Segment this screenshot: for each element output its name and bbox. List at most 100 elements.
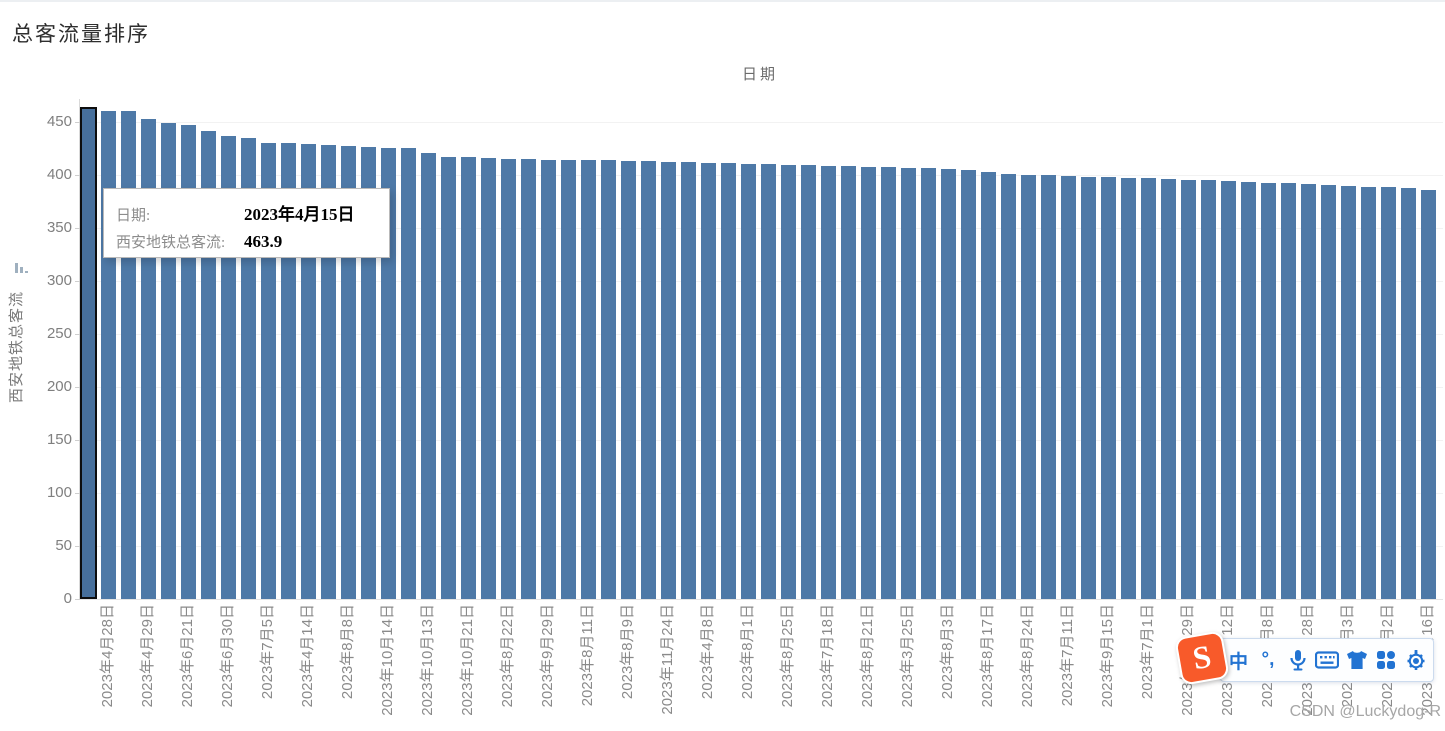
bar[interactable]: [340, 145, 356, 599]
bar[interactable]: [1080, 176, 1096, 599]
page-title: 总客流量排序: [12, 22, 150, 46]
punctuation-icon[interactable]: °,: [1261, 649, 1275, 670]
bar[interactable]: [620, 160, 636, 599]
bar[interactable]: [1180, 179, 1196, 599]
x-tick-label: 2023年7月11日: [1059, 604, 1076, 707]
bar[interactable]: [540, 159, 556, 599]
watermark-text: CSDN @Luckydog-R: [1289, 703, 1441, 720]
settings-icon[interactable]: [1404, 648, 1428, 672]
y-tick-label: 300: [46, 272, 72, 289]
bar[interactable]: [800, 165, 816, 599]
bar[interactable]: [960, 169, 976, 599]
y-tick-label: 150: [46, 431, 72, 448]
voice-input-icon[interactable]: [1286, 648, 1310, 672]
bar[interactable]: [1240, 181, 1256, 599]
bar[interactable]: [520, 159, 536, 599]
bar[interactable]: [1120, 177, 1136, 599]
x-axis-field-label[interactable]: 日期: [741, 67, 778, 83]
bar[interactable]: [1220, 181, 1236, 599]
bar[interactable]: [1400, 188, 1416, 599]
bar[interactable]: [1100, 177, 1116, 599]
y-tick-label: 450: [46, 113, 72, 130]
x-tick-label: 2023年9月15日: [1099, 604, 1116, 708]
y-axis-field-label[interactable]: 西安地铁总客流: [9, 291, 25, 404]
bar[interactable]: [600, 160, 616, 599]
bar[interactable]: [380, 148, 396, 599]
bar[interactable]: [640, 161, 656, 599]
bar[interactable]: [700, 162, 716, 599]
bar[interactable]: [1160, 179, 1176, 599]
bar[interactable]: [460, 156, 476, 599]
y-tick-mark: [75, 546, 80, 547]
chinese-mode-icon[interactable]: 中: [1228, 651, 1248, 673]
bar[interactable]: [920, 168, 936, 599]
x-tick-label: 2023年10月13日: [419, 604, 436, 716]
bar[interactable]: [580, 160, 596, 599]
keyboard-icon[interactable]: [1315, 648, 1339, 672]
sogou-logo-icon[interactable]: S: [1174, 630, 1230, 686]
bar[interactable]: [1280, 183, 1296, 599]
bar[interactable]: [100, 110, 116, 599]
ime-toolbar: 中 °,: [1174, 630, 1438, 688]
tooltip-date-value: 2023年4月15日: [244, 205, 355, 224]
bar[interactable]: [1320, 184, 1336, 599]
bar[interactable]: [980, 171, 996, 599]
bar[interactable]: [1340, 185, 1356, 599]
bar-selected[interactable]: [79, 107, 97, 599]
bar[interactable]: [660, 161, 676, 599]
toolbox-icon[interactable]: [1374, 648, 1398, 672]
bar[interactable]: [1140, 178, 1156, 599]
bar[interactable]: [900, 167, 916, 599]
bar[interactable]: [420, 153, 436, 599]
bar[interactable]: [760, 164, 776, 599]
bar[interactable]: [780, 164, 796, 599]
bar[interactable]: [400, 148, 416, 599]
x-axis-baseline: [79, 599, 1443, 600]
bar[interactable]: [940, 168, 956, 599]
bar[interactable]: [1060, 175, 1076, 599]
skin-icon[interactable]: [1345, 648, 1369, 672]
y-tick-mark: [75, 440, 80, 441]
bar[interactable]: [1040, 175, 1056, 599]
x-tick-label: 2023年8月8日: [339, 604, 356, 700]
bar[interactable]: [1260, 182, 1276, 599]
y-tick-label: 100: [46, 484, 72, 501]
x-tick-label: 2023年4月28日: [99, 604, 116, 708]
bar[interactable]: [820, 165, 836, 599]
x-tick-label: 2023年4月14日: [299, 604, 316, 708]
bar[interactable]: [1380, 187, 1396, 599]
x-tick-label: 2023年4月29日: [139, 604, 156, 708]
x-tick-label: 2023年3月25日: [899, 604, 916, 708]
bar[interactable]: [1000, 173, 1016, 599]
x-tick-label: 2023年7月18日: [819, 604, 836, 708]
y-tick-label: 200: [46, 378, 72, 395]
y-tick-mark: [75, 228, 80, 229]
bar[interactable]: [1360, 186, 1376, 599]
bar[interactable]: [680, 162, 696, 599]
tooltip-flow-value: 463.9: [244, 232, 283, 251]
x-tick-label: 2023年8月3日: [939, 604, 956, 700]
y-tick-mark: [75, 175, 80, 176]
x-tick-label: 2023年8月21日: [859, 604, 876, 708]
x-tick-label: 2023年8月24日: [1019, 604, 1036, 708]
bar[interactable]: [320, 145, 336, 599]
bar[interactable]: [1420, 189, 1436, 599]
bar[interactable]: [860, 166, 876, 599]
y-tick-mark: [75, 122, 80, 123]
sort-descending-icon[interactable]: [15, 261, 29, 273]
bar[interactable]: [840, 166, 856, 599]
bar[interactable]: [480, 158, 496, 599]
bar[interactable]: [1020, 174, 1036, 599]
bar[interactable]: [500, 159, 516, 599]
y-tick-mark: [75, 599, 80, 600]
bar[interactable]: [1300, 184, 1316, 599]
bar[interactable]: [880, 167, 896, 599]
bar[interactable]: [440, 156, 456, 599]
x-tick-label: 2023年8月9日: [619, 604, 636, 700]
bar[interactable]: [1200, 180, 1216, 599]
bar[interactable]: [740, 163, 756, 599]
bar[interactable]: [120, 111, 136, 599]
bar[interactable]: [560, 159, 576, 599]
bar[interactable]: [720, 163, 736, 599]
bar[interactable]: [360, 146, 376, 599]
